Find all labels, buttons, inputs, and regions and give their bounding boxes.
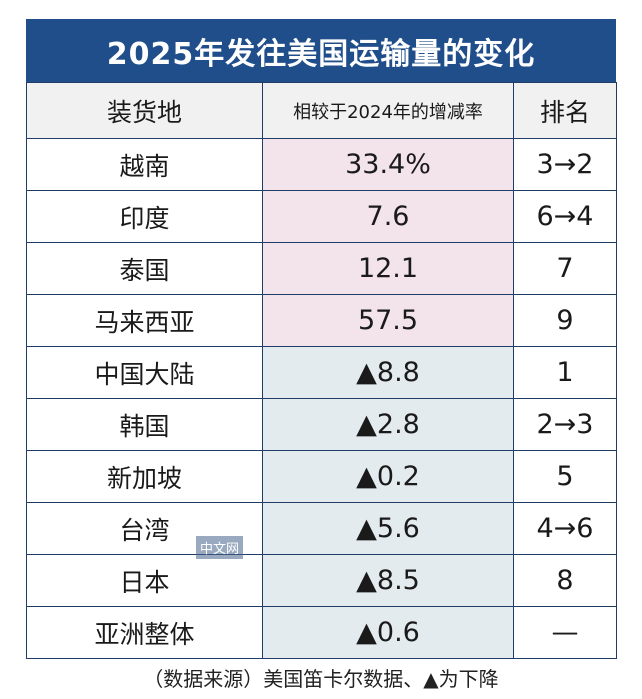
header-rank: 排名 (513, 82, 617, 139)
rank-cell: 9 (513, 294, 617, 347)
change-cell: ▲0.6 (262, 606, 514, 659)
change-cell: ▲8.5 (262, 554, 514, 607)
rank-cell: 2→3 (513, 398, 617, 451)
rank-cell: 3→2 (513, 138, 617, 191)
watermark-text: 中文网 (200, 542, 240, 557)
region-cell: 泰国 (26, 242, 263, 295)
data-table-frame: 2025年发往美国运输量的变化 装货地 相较于2024年的增减率 排名 越南 3… (26, 19, 617, 659)
table-row: 亚洲整体 ▲0.6 — (26, 606, 617, 659)
watermark-logo: 中文网 (196, 536, 244, 559)
region-cell: 台湾 (26, 502, 263, 555)
region-cell: 马来西亚 (26, 294, 263, 347)
rank-cell: 4→6 (513, 502, 617, 555)
shipping-change-table: 装货地 相较于2024年的增减率 排名 越南 33.4% 3→2 印度 7.6 … (26, 82, 617, 659)
region-cell: 越南 (26, 138, 263, 191)
table-row: 新加坡 ▲0.2 5 (26, 450, 617, 503)
region-cell: 日本 (26, 554, 263, 607)
header-region: 装货地 (26, 82, 263, 139)
region-cell: 印度 (26, 190, 263, 243)
table-row: 台湾 ▲5.6 4→6 (26, 502, 617, 555)
region-cell: 韩国 (26, 398, 263, 451)
rank-cell: — (513, 606, 617, 659)
table-row: 泰国 12.1 7 (26, 242, 617, 295)
rank-cell: 5 (513, 450, 617, 503)
rank-cell: 6→4 (513, 190, 617, 243)
rank-cell: 7 (513, 242, 617, 295)
change-cell: 33.4% (262, 138, 514, 191)
region-cell: 亚洲整体 (26, 606, 263, 659)
region-cell: 新加坡 (26, 450, 263, 503)
source-footnote: （数据来源）美国笛卡尔数据、▲为下降 (143, 667, 499, 691)
change-cell: 57.5 (262, 294, 514, 347)
table-row: 中国大陆 ▲8.8 1 (26, 346, 617, 399)
table-row: 越南 33.4% 3→2 (26, 138, 617, 191)
change-cell: ▲2.8 (262, 398, 514, 451)
table-row: 印度 7.6 6→4 (26, 190, 617, 243)
table-row: 韩国 ▲2.8 2→3 (26, 398, 617, 451)
table-title: 2025年发往美国运输量的变化 (26, 19, 616, 82)
header-row: 装货地 相较于2024年的增减率 排名 (26, 82, 617, 139)
table-row: 马来西亚 57.5 9 (26, 294, 617, 347)
table-row: 日本 ▲8.5 8 (26, 554, 617, 607)
rank-cell: 8 (513, 554, 617, 607)
region-cell: 中国大陆 (26, 346, 263, 399)
header-change: 相较于2024年的增减率 (262, 82, 514, 139)
rank-cell: 1 (513, 346, 617, 399)
change-cell: ▲5.6 (262, 502, 514, 555)
change-cell: ▲0.2 (262, 450, 514, 503)
change-cell: ▲8.8 (262, 346, 514, 399)
change-cell: 7.6 (262, 190, 514, 243)
change-cell: 12.1 (262, 242, 514, 295)
